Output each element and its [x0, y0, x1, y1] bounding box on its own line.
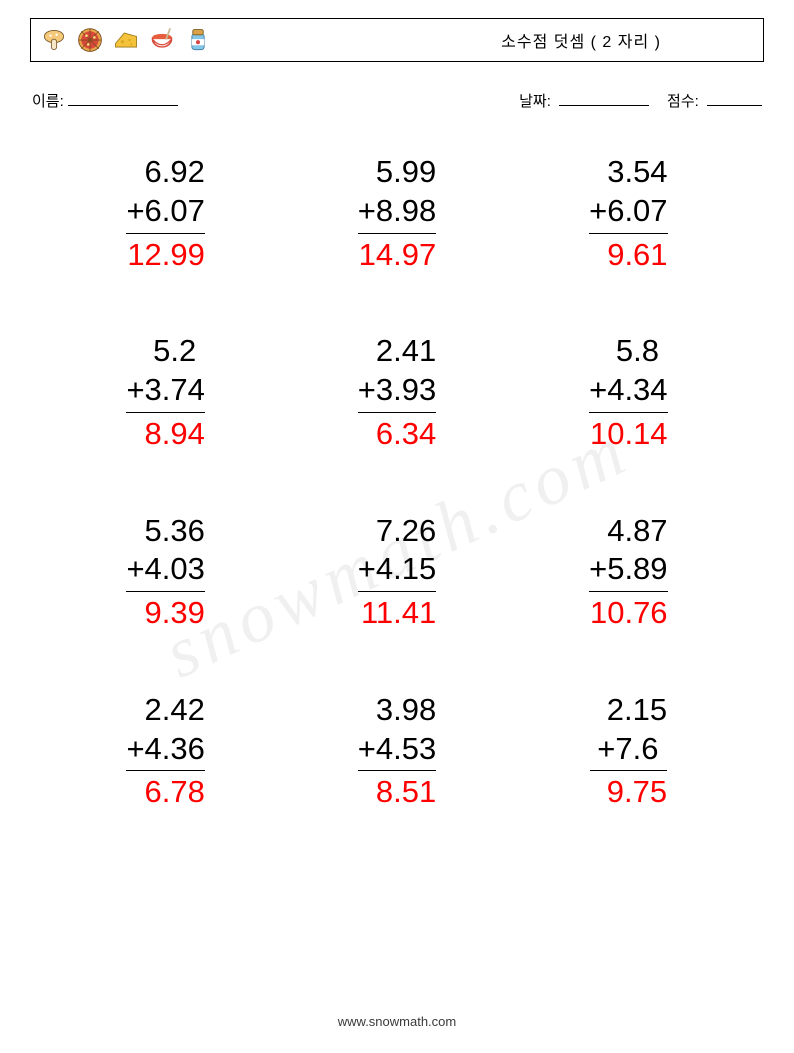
operand-a: 2.41	[358, 332, 436, 371]
operand-b: +6.07	[126, 192, 204, 231]
operand-a: 2.15	[590, 691, 668, 730]
rule-line	[126, 591, 204, 592]
operand-a: 3.98	[358, 691, 436, 730]
operand-a: 5.8	[589, 332, 667, 371]
rule-line	[589, 233, 667, 234]
problems-grid: 6.92+6.0712.99 5.99+8.9814.97 3.54+6.079…	[30, 153, 764, 812]
date-field: 날짜:	[519, 90, 649, 111]
rule-line	[589, 591, 667, 592]
answer: 10.76	[589, 594, 667, 633]
operand-b: +4.03	[126, 550, 204, 589]
problem-6: 5.8 +4.34 10.14	[513, 332, 744, 453]
operand-b: +5.89	[589, 550, 667, 589]
score-label: 점수:	[667, 93, 699, 110]
date-label: 날짜:	[519, 93, 551, 110]
jar-icon	[183, 25, 213, 55]
score-blank[interactable]	[707, 92, 762, 106]
operand-b: +3.74	[126, 371, 204, 410]
name-label: 이름:	[32, 90, 64, 111]
operand-a: 3.54	[589, 153, 667, 192]
answer: 14.97	[358, 236, 436, 275]
header-box: 소수점 덧셈 ( 2 자리 )	[30, 18, 764, 62]
problem-8: 7.26+4.15 11.41	[281, 512, 512, 633]
problem-5: 2.41+3.93 6.34	[281, 332, 512, 453]
operand-b: +6.07	[589, 192, 667, 231]
problem-4: 5.2 +3.74 8.94	[50, 332, 281, 453]
answer: 6.78	[126, 773, 204, 812]
answer: 12.99	[126, 236, 204, 275]
operand-b: +3.93	[358, 371, 436, 410]
operand-b: +4.36	[126, 730, 204, 769]
operand-a: 6.92	[126, 153, 204, 192]
problem-11: 3.98+4.53 8.51	[281, 691, 512, 812]
operand-b: +8.98	[358, 192, 436, 231]
pizza-icon	[75, 25, 105, 55]
answer: 8.94	[126, 415, 204, 454]
problem-9: 4.87+5.89 10.76	[513, 512, 744, 633]
operand-a: 5.2	[126, 332, 204, 371]
rule-line	[358, 591, 436, 592]
date-blank[interactable]	[559, 92, 649, 106]
problem-12: 2.15+7.6 9.75	[513, 691, 744, 812]
footer-url: www.snowmath.com	[0, 1014, 794, 1029]
name-blank[interactable]	[68, 92, 178, 106]
operand-b: +7.6	[590, 730, 668, 769]
score-field: 점수:	[667, 90, 762, 111]
answer: 6.34	[358, 415, 436, 454]
answer: 8.51	[358, 773, 436, 812]
rule-line	[126, 770, 204, 771]
answer: 9.75	[590, 773, 668, 812]
operand-a: 5.36	[126, 512, 204, 551]
rule-line	[358, 412, 436, 413]
answer: 9.61	[589, 236, 667, 275]
rule-line	[126, 233, 204, 234]
operand-a: 2.42	[126, 691, 204, 730]
problem-10: 2.42+4.36 6.78	[50, 691, 281, 812]
operand-a: 5.99	[358, 153, 436, 192]
cheese-icon	[111, 25, 141, 55]
answer: 10.14	[589, 415, 667, 454]
operand-b: +4.34	[589, 371, 667, 410]
info-row: 이름: 날짜: 점수:	[30, 90, 764, 111]
bowl-icon	[147, 25, 177, 55]
worksheet-page: 소수점 덧셈 ( 2 자리 ) 이름: 날짜: 점수: snowmath.com…	[0, 0, 794, 1053]
operand-a: 4.87	[589, 512, 667, 551]
rule-line	[589, 412, 667, 413]
problem-2: 5.99+8.98 14.97	[281, 153, 512, 274]
answer: 9.39	[126, 594, 204, 633]
header-icons	[39, 25, 213, 55]
mushroom-icon	[39, 25, 69, 55]
rule-line	[358, 770, 436, 771]
rule-line	[126, 412, 204, 413]
rule-line	[590, 770, 668, 771]
rule-line	[358, 233, 436, 234]
operand-b: +4.53	[358, 730, 436, 769]
problem-3: 3.54+6.07 9.61	[513, 153, 744, 274]
worksheet-title: 소수점 덧셈 ( 2 자리 )	[501, 28, 751, 52]
operand-b: +4.15	[358, 550, 436, 589]
problem-7: 5.36+4.03 9.39	[50, 512, 281, 633]
operand-a: 7.26	[358, 512, 436, 551]
problem-1: 6.92+6.07 12.99	[50, 153, 281, 274]
answer: 11.41	[358, 594, 436, 633]
name-field: 이름:	[32, 90, 178, 111]
